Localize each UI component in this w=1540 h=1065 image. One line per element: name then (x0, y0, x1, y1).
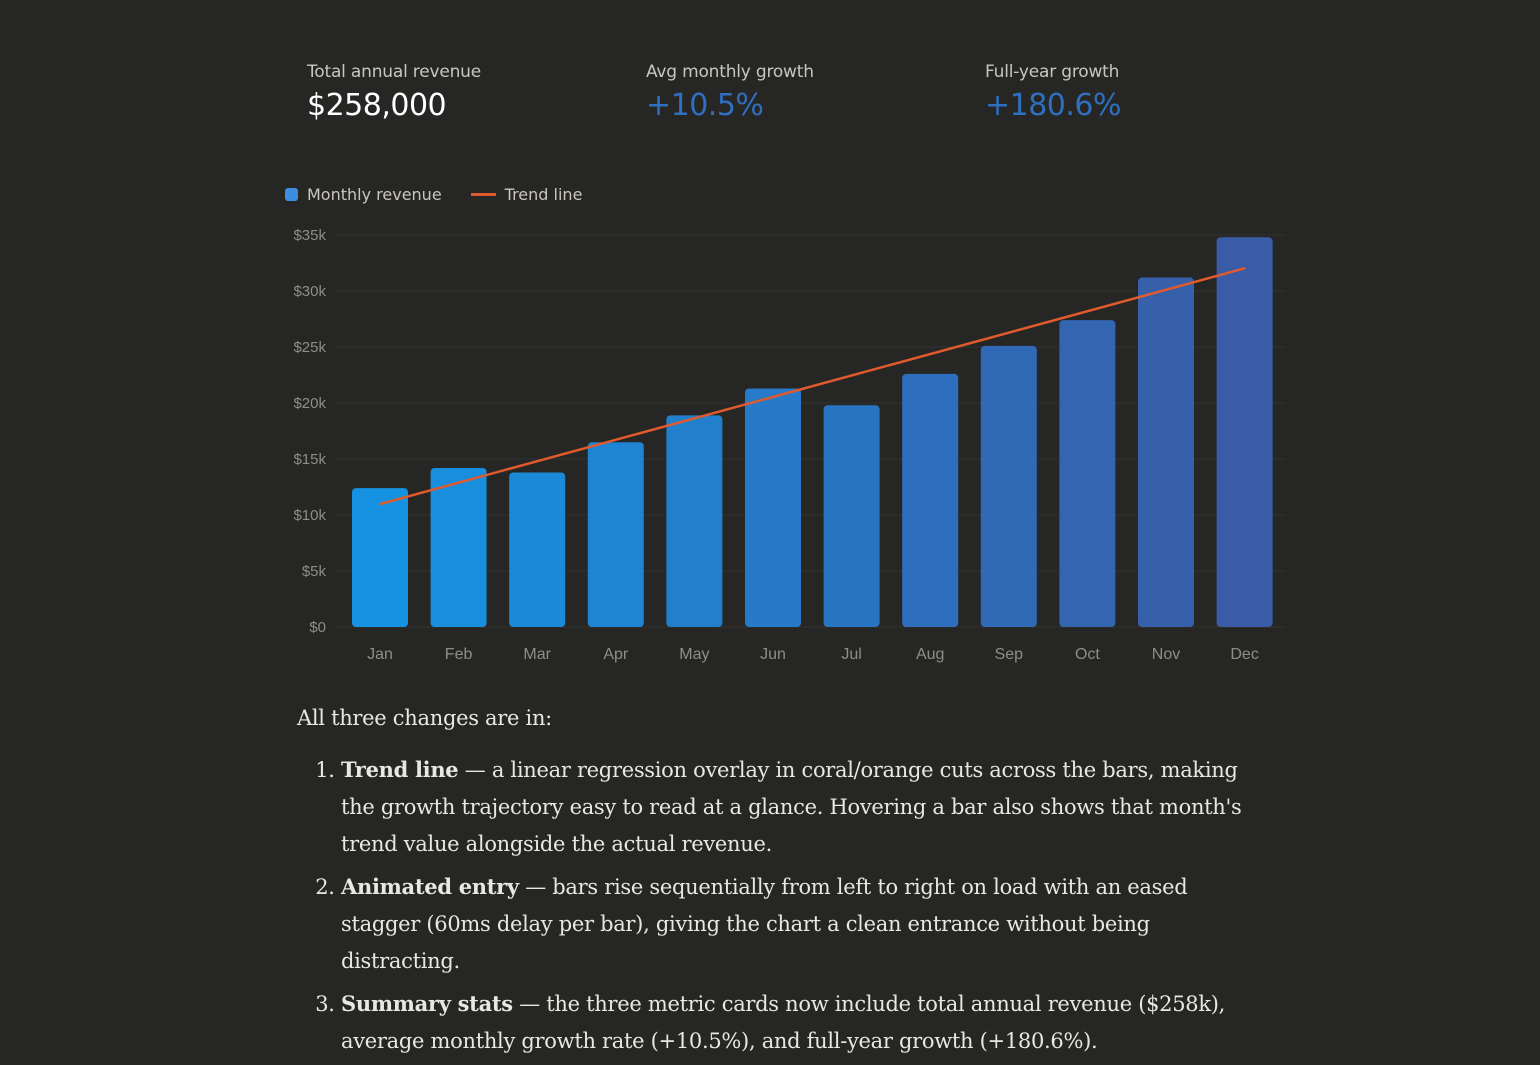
y-tick-label: $20k (293, 395, 326, 412)
revenue-chart: $0 $5k $10k $15k $20k $25k $30k $35k Jan Feb Mar Ap… (293, 227, 1285, 663)
list-item: Animated entry — bars rise sequentially … (341, 868, 1257, 980)
bar-oct (1059, 320, 1116, 627)
legend-swatch-line (470, 193, 496, 196)
y-tick-label: $30k (293, 283, 326, 300)
item-title: Trend line (341, 757, 459, 782)
item-title: Animated entry (341, 874, 519, 899)
bar-jul (823, 405, 880, 627)
item-text: — the three metric cards now include tot… (341, 992, 1226, 1053)
stat-value: +180.6% (985, 88, 1122, 123)
stat-label: Full-year growth (985, 62, 1120, 82)
bar-nov (1138, 277, 1194, 627)
x-tick-label: Dec (1230, 646, 1258, 663)
bar-sep (980, 345, 1037, 627)
bar-may (666, 415, 723, 627)
list-item: Trend line — a linear regression overlay… (341, 751, 1257, 863)
x-tick-label: Aug (916, 646, 944, 663)
bar-mar (509, 472, 566, 627)
x-tick-label: Jan (367, 646, 393, 663)
x-tick-label: Jul (841, 646, 861, 663)
changes-list: Trend line — a linear regression overlay… (297, 751, 1257, 1060)
bar-jan (352, 488, 408, 627)
x-tick-label: Nov (1152, 646, 1180, 663)
trend-line (378, 267, 1246, 506)
legend-label-monthly-revenue: Monthly revenue (307, 185, 442, 204)
y-tick-label: $35k (293, 227, 326, 244)
y-tick-label: $25k (293, 339, 326, 356)
y-tick-label: $10k (293, 507, 326, 524)
x-tick-label: Apr (603, 646, 629, 663)
bar-feb (430, 467, 487, 627)
stat-label: Total annual revenue (307, 62, 481, 82)
bar-apr (587, 442, 644, 627)
stat-total-revenue: Total annual revenue $258,000 (307, 62, 481, 123)
x-tick-label: Sep (995, 646, 1024, 663)
stat-label: Avg monthly growth (646, 62, 814, 82)
message-intro: All three changes are in: (297, 706, 552, 730)
assistant-message: All three changes are in: Trend line — a… (297, 700, 1257, 1065)
bar-dec (1216, 237, 1273, 628)
stat-full-year-growth: Full-year growth +180.6% (985, 62, 1122, 123)
list-item: Summary stats — the three metric cards n… (341, 985, 1257, 1060)
stat-value: $258,000 (307, 88, 447, 123)
y-tick-label: $15k (293, 451, 326, 468)
item-text: — a linear regression overlay in coral/o… (341, 758, 1242, 856)
x-tick-label: Jun (760, 646, 786, 663)
y-tick-label: $5k (302, 563, 327, 580)
bar-aug (902, 373, 959, 627)
item-text: — bars rise sequentially from left to ri… (341, 875, 1188, 973)
x-tick-label: Feb (445, 646, 473, 663)
bar-jun (745, 388, 801, 627)
x-tick-label: May (679, 646, 709, 663)
chart-legend: Monthly revenue Trend line (285, 185, 582, 204)
item-title: Summary stats (341, 991, 513, 1016)
y-tick-label: $0 (309, 619, 326, 636)
legend-swatch-bar (285, 188, 298, 201)
legend-label-trend-line: Trend line (504, 185, 583, 204)
stat-value: +10.5% (646, 88, 764, 123)
x-tick-label: Mar (523, 646, 551, 663)
x-tick-label: Oct (1075, 646, 1100, 663)
stat-avg-growth: Avg monthly growth +10.5% (646, 62, 814, 123)
